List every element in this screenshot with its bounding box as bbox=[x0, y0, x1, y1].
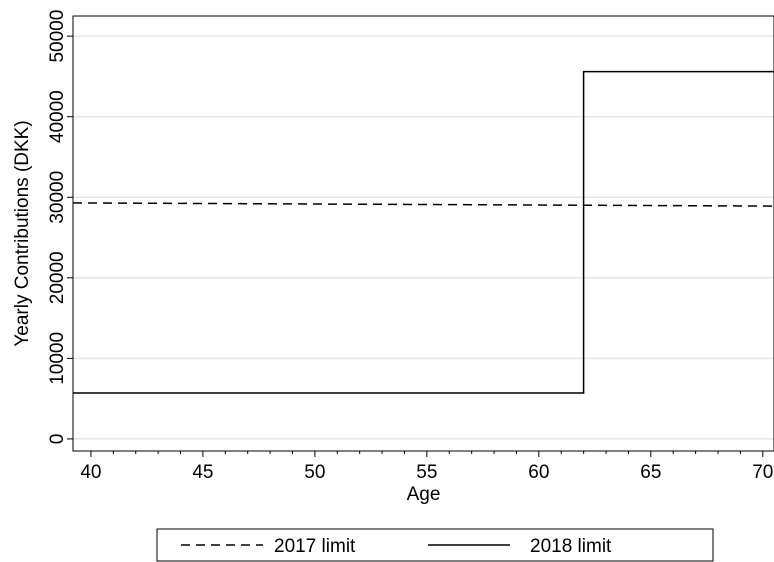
y-tick-label-0: 0 bbox=[47, 434, 68, 445]
y-axis: 0 10000 20000 30000 40000 50000 bbox=[47, 10, 73, 444]
x-tick-label-65: 65 bbox=[640, 462, 661, 483]
series-line-2017-limit bbox=[72, 202, 774, 207]
y-tick-label-20000: 20000 bbox=[47, 251, 68, 304]
y-axis-title: Yearly Contributions (DKK) bbox=[12, 120, 33, 346]
plot-frame bbox=[72, 15, 774, 452]
x-tick-label-70: 70 bbox=[752, 462, 773, 483]
x-axis-title: Age bbox=[407, 484, 441, 505]
y-tick-label-40000: 40000 bbox=[47, 90, 68, 143]
legend-label-2018: 2018 limit bbox=[530, 536, 612, 557]
x-tick-label-40: 40 bbox=[80, 462, 101, 483]
x-tick-label-60: 60 bbox=[528, 462, 549, 483]
x-tick-label-45: 45 bbox=[192, 462, 213, 483]
legend: 2017 limit 2018 limit bbox=[156, 528, 714, 562]
x-tick-label-50: 50 bbox=[304, 462, 325, 483]
x-tick-label-55: 55 bbox=[416, 462, 437, 483]
legend-label-2017: 2017 limit bbox=[274, 536, 356, 557]
y-tick-label-30000: 30000 bbox=[47, 171, 68, 224]
gridlines bbox=[73, 35, 774, 440]
series-layer bbox=[72, 70, 774, 394]
x-axis: 40 45 50 55 60 65 70 bbox=[80, 451, 773, 483]
y-tick-label-10000: 10000 bbox=[47, 332, 68, 385]
y-tick-label-50000: 50000 bbox=[47, 10, 68, 63]
series-line-2018-limit bbox=[73, 70, 774, 394]
